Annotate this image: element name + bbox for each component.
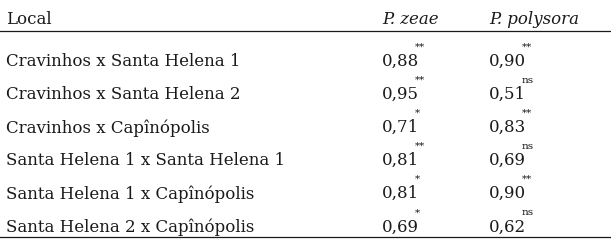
Text: ns: ns: [522, 142, 534, 151]
Text: 0,81: 0,81: [382, 185, 419, 202]
Text: Local: Local: [6, 11, 52, 28]
Text: *: *: [415, 175, 420, 184]
Text: **: **: [522, 109, 532, 118]
Text: ns: ns: [522, 208, 534, 217]
Text: 0,95: 0,95: [382, 86, 419, 103]
Text: **: **: [415, 43, 425, 52]
Text: 0,69: 0,69: [489, 152, 526, 169]
Text: 0,81: 0,81: [382, 152, 419, 169]
Text: ns: ns: [522, 76, 534, 85]
Text: 0,62: 0,62: [489, 218, 526, 235]
Text: 0,51: 0,51: [489, 86, 526, 103]
Text: 0,71: 0,71: [382, 119, 419, 136]
Text: **: **: [415, 142, 425, 151]
Text: 0,90: 0,90: [489, 53, 526, 70]
Text: 0,88: 0,88: [382, 53, 419, 70]
Text: Santa Helena 2 x Capînópolis: Santa Helena 2 x Capînópolis: [6, 218, 255, 236]
Text: Cravinhos x Santa Helena 2: Cravinhos x Santa Helena 2: [6, 86, 241, 103]
Text: 0,69: 0,69: [382, 218, 419, 235]
Text: 0,83: 0,83: [489, 119, 526, 136]
Text: *: *: [415, 208, 420, 217]
Text: *: *: [415, 109, 420, 118]
Text: Santa Helena 1 x Santa Helena 1: Santa Helena 1 x Santa Helena 1: [6, 152, 285, 169]
Text: Cravinhos x Capînópolis: Cravinhos x Capînópolis: [6, 119, 210, 137]
Text: 0,90: 0,90: [489, 185, 526, 202]
Text: **: **: [522, 43, 532, 52]
Text: Santa Helena 1 x Capînópolis: Santa Helena 1 x Capînópolis: [6, 185, 255, 203]
Text: P. zeae: P. zeae: [382, 11, 439, 28]
Text: P. polysora: P. polysora: [489, 11, 579, 28]
Text: **: **: [415, 76, 425, 85]
Text: Cravinhos x Santa Helena 1: Cravinhos x Santa Helena 1: [6, 53, 241, 70]
Text: **: **: [522, 175, 532, 184]
